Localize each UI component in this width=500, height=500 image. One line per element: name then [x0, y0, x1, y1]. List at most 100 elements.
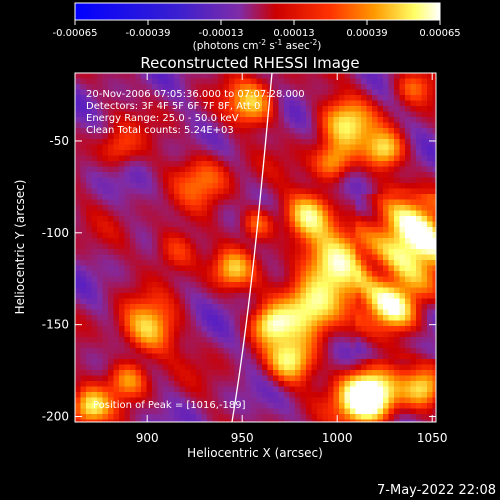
heatmap-cell [267, 128, 274, 134]
heatmap-cell [223, 293, 230, 299]
heatmap-cell [432, 155, 436, 162]
heatmap-cell [361, 73, 367, 79]
heatmap-cell [229, 370, 235, 376]
heatmap-cell [416, 249, 422, 255]
heatmap-cell [295, 282, 301, 288]
heatmap-cell [377, 78, 384, 85]
heatmap-cell [306, 227, 312, 233]
heatmap-cell [350, 298, 356, 305]
heatmap-cell [130, 315, 136, 321]
heatmap-cell [223, 183, 230, 189]
heatmap-cell [251, 403, 257, 409]
heatmap-cell [394, 133, 400, 140]
heatmap-cell [416, 199, 422, 206]
heatmap-cell [300, 320, 307, 327]
heatmap-cell [130, 216, 136, 222]
heatmap-cell [399, 348, 406, 354]
heatmap-cell [361, 260, 367, 266]
heatmap-cell [405, 282, 411, 288]
heatmap-cell [306, 216, 312, 222]
heatmap-cell [339, 260, 345, 266]
heatmap-cell [113, 128, 120, 134]
heatmap-cell [113, 161, 120, 167]
heatmap-cell [289, 117, 296, 123]
heatmap-cell [262, 227, 268, 233]
heatmap-cell [141, 331, 147, 338]
heatmap-cell [97, 403, 103, 409]
heatmap-cell [135, 166, 142, 173]
heatmap-cell [119, 293, 125, 299]
heatmap-cell [372, 89, 378, 96]
heatmap-cell [86, 320, 92, 327]
heatmap-cell [256, 122, 263, 129]
heatmap-cell [388, 144, 395, 151]
heatmap-cell [240, 414, 246, 420]
heatmap-cell [278, 111, 285, 118]
heatmap-cell [267, 78, 274, 85]
heatmap-cell [311, 392, 318, 398]
heatmap-cell [174, 128, 180, 134]
heatmap-cell [300, 128, 307, 134]
heatmap-cell [432, 375, 436, 382]
heatmap-cell [152, 210, 158, 217]
heatmap-cell [135, 139, 142, 145]
heatmap-cell [108, 392, 114, 398]
heatmap-cell [152, 133, 158, 140]
heatmap-cell [322, 254, 329, 261]
heatmap-cell [152, 139, 158, 145]
heatmap-cell [278, 232, 285, 239]
heatmap-cell [223, 414, 230, 420]
heatmap-cell [322, 243, 329, 250]
heatmap-cell [256, 287, 263, 294]
heatmap-cell [245, 100, 252, 107]
heatmap-cell [344, 128, 351, 134]
heatmap-cell [218, 172, 224, 178]
heatmap-cell [124, 381, 131, 387]
heatmap-cell [377, 155, 384, 162]
heatmap-cell [355, 254, 362, 261]
heatmap-cell [223, 397, 230, 404]
heatmap-cell [185, 177, 191, 184]
heatmap-cell [146, 414, 153, 420]
heatmap-cell [108, 232, 114, 239]
heatmap-cell [146, 282, 153, 288]
heatmap-cell [80, 155, 87, 162]
heatmap-cell [102, 188, 109, 195]
heatmap-cell [388, 128, 395, 134]
heatmap-cell [240, 304, 246, 310]
heatmap-cell [234, 106, 241, 112]
heatmap-cell [372, 304, 378, 310]
heatmap-cell [273, 117, 279, 123]
heatmap-cell [135, 419, 142, 422]
heatmap-cell [295, 254, 301, 261]
heatmap-cell [339, 155, 345, 162]
heatmap-cell [317, 315, 323, 321]
heatmap-cell [168, 348, 175, 354]
heatmap-cell [113, 353, 120, 360]
heatmap-cell [372, 326, 378, 332]
heatmap-cell [388, 89, 395, 96]
heatmap-cell [388, 348, 395, 354]
heatmap-cell [372, 287, 378, 294]
heatmap-cell [135, 386, 142, 393]
heatmap-cell [240, 386, 246, 393]
heatmap-cell [97, 392, 103, 398]
heatmap-cell [344, 419, 351, 422]
heatmap-cell [75, 133, 81, 140]
heatmap-cell [185, 320, 191, 327]
heatmap-cell [416, 216, 422, 222]
heatmap-cell [317, 381, 323, 387]
heatmap-cell [267, 315, 274, 321]
heatmap-cell [383, 304, 389, 310]
heatmap-cell [190, 100, 197, 107]
heatmap-cell [416, 150, 422, 156]
heatmap-cell [146, 177, 153, 184]
heatmap-cell [97, 249, 103, 255]
heatmap-cell [267, 397, 274, 404]
heatmap-cell [432, 282, 436, 288]
heatmap-cell [284, 408, 290, 415]
heatmap-cell [339, 287, 345, 294]
heatmap-cell [388, 122, 395, 129]
heatmap-cell [75, 293, 81, 299]
heatmap-cell [317, 155, 323, 162]
